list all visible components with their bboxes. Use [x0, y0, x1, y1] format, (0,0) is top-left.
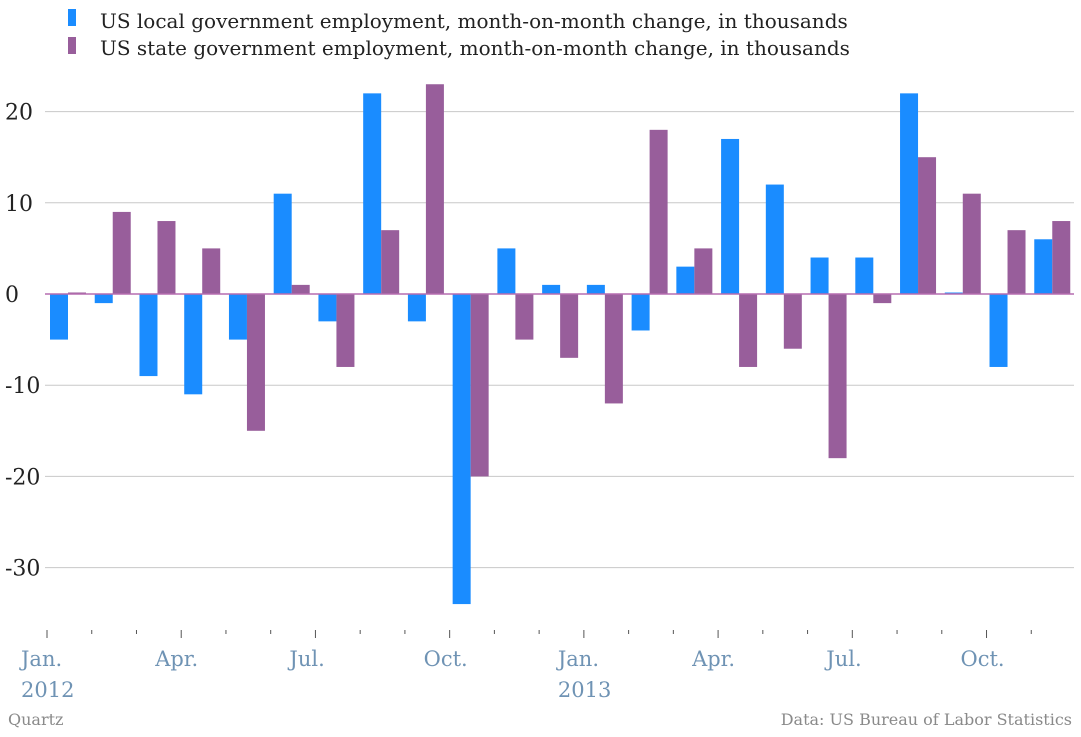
bar-state: [918, 157, 937, 294]
bar-state: [560, 294, 579, 358]
x-tick-year-label: 2012: [21, 678, 74, 702]
x-tick-label: Oct.: [424, 647, 468, 671]
bar-state: [291, 284, 310, 294]
bar-local: [50, 294, 68, 340]
bar-local: [184, 294, 203, 395]
bar-local: [721, 138, 740, 294]
bar-state: [739, 294, 758, 367]
y-tick-label: 0: [5, 283, 19, 308]
x-axis: Jan. 2012 Apr. Jul. Oct. Jan. 2013 Apr. Jul. Oct.: [19, 630, 1032, 702]
bar-local: [452, 294, 471, 605]
bar-local: [273, 193, 292, 294]
bar-local: [765, 184, 784, 294]
y-tick-label: 20: [5, 101, 33, 126]
bar-state: [1052, 221, 1071, 294]
bar-state: [604, 294, 623, 404]
bar-state: [649, 129, 668, 294]
bar-state: [515, 294, 534, 340]
legend-label-local: US local government employment, month-on…: [100, 9, 848, 33]
bar-state: [112, 211, 131, 294]
bar-state: [694, 248, 713, 294]
y-axis-tick-labels: 20 10 0 -10 -20 -30: [5, 101, 40, 582]
x-tick-label: Oct.: [961, 647, 1005, 671]
bar-local: [318, 294, 337, 322]
source-right: Data: US Bureau of Labor Statistics: [781, 710, 1072, 729]
bar-state: [962, 193, 981, 294]
legend-label-state: US state government employment, month-on…: [100, 36, 850, 60]
bar-local: [228, 294, 247, 340]
x-tick-label: Apr.: [154, 647, 198, 671]
x-tick-label: Jan.: [556, 647, 599, 671]
x-tick-label: Jul.: [824, 647, 861, 671]
bar-local: [855, 257, 874, 294]
bar-local: [989, 294, 1008, 367]
legend: US local government employment, month-on…: [68, 9, 850, 60]
bar-local: [542, 284, 561, 294]
legend-swatch-state: [68, 37, 76, 54]
bar-state: [381, 230, 400, 294]
legend-swatch-local: [68, 9, 76, 26]
bar-state: [246, 294, 265, 431]
bar-local: [1034, 239, 1053, 294]
bar-local: [94, 294, 113, 304]
source-left: Quartz: [8, 710, 63, 729]
bar-local: [139, 294, 158, 377]
bar-local: [363, 93, 382, 294]
footer: Quartz Data: US Bureau of Labor Statisti…: [8, 710, 1072, 729]
y-tick-label: 10: [5, 192, 33, 217]
bar-state: [202, 248, 221, 294]
x-tick-year-label: 2013: [558, 678, 611, 702]
x-tick-label: Apr.: [691, 647, 735, 671]
bars: [50, 84, 1071, 605]
y-tick-label: -30: [5, 557, 40, 582]
x-tick-label: Jan.: [19, 647, 62, 671]
bar-state: [157, 221, 176, 294]
bar-local: [407, 294, 426, 322]
bar-state: [828, 294, 847, 459]
bar-state: [336, 294, 355, 367]
bar-local: [631, 294, 650, 331]
bar-state: [425, 84, 444, 295]
bar-state: [470, 294, 489, 477]
y-tick-label: -10: [5, 374, 40, 399]
bar-local: [810, 257, 829, 294]
bar-state: [873, 294, 892, 304]
y-tick-label: -20: [5, 465, 40, 490]
bar-local: [900, 93, 919, 294]
bar-local: [497, 248, 516, 294]
bar-state: [783, 294, 802, 349]
bar-local: [586, 284, 605, 294]
bar-state: [1007, 230, 1026, 294]
x-tick-label: Jul.: [287, 647, 324, 671]
bar-local: [676, 266, 695, 294]
